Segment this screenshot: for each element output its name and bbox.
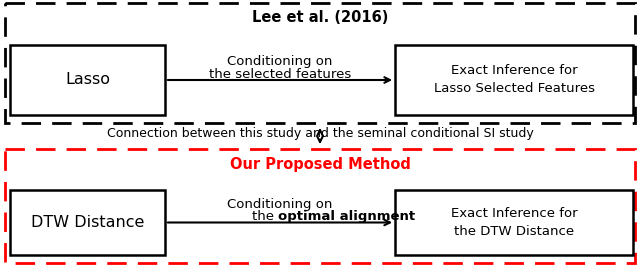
Bar: [10, 45, 165, 115]
Text: DTW Distance: DTW Distance: [31, 215, 144, 230]
Text: Exact Inference for
Lasso Selected Features: Exact Inference for Lasso Selected Featu…: [433, 65, 595, 96]
Text: the selected features: the selected features: [209, 68, 351, 80]
Text: Lasso: Lasso: [65, 73, 110, 88]
Text: Conditioning on: Conditioning on: [227, 56, 333, 69]
Text: Exact Inference for
the DTW Distance: Exact Inference for the DTW Distance: [451, 207, 577, 238]
Bar: [5, 149, 635, 263]
Text: Lee et al. (2016): Lee et al. (2016): [252, 10, 388, 25]
Text: Conditioning on: Conditioning on: [227, 198, 333, 211]
Bar: [395, 45, 633, 115]
Bar: [10, 190, 165, 255]
Bar: [5, 3, 635, 123]
Bar: [395, 190, 633, 255]
Text: Connection between this study and the seminal conditional SI study: Connection between this study and the se…: [107, 128, 533, 140]
Text: the: the: [252, 210, 278, 223]
Text: Our Proposed Method: Our Proposed Method: [230, 158, 410, 172]
Text: optimal alignment: optimal alignment: [278, 210, 415, 223]
